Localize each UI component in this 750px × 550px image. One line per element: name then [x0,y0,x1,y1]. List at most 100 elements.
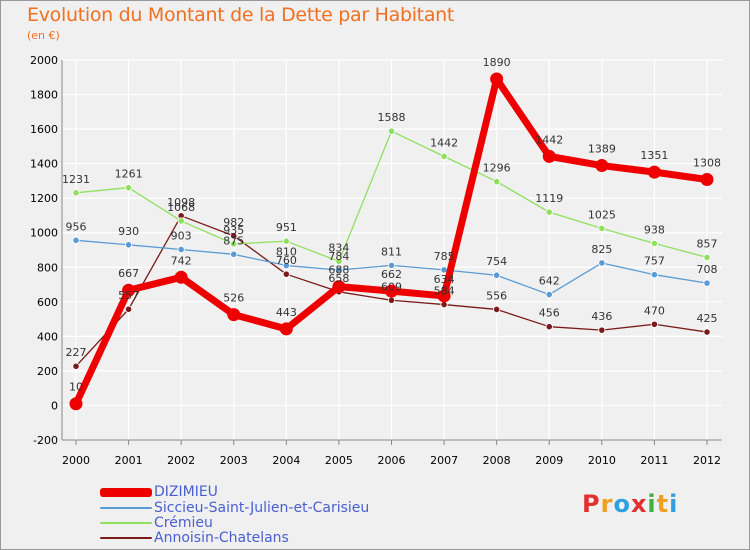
data-label: 951 [276,221,297,234]
x-tick-label: 2009 [535,454,563,467]
data-label: 1389 [588,143,616,156]
data-point [647,165,661,179]
data-point [230,250,238,258]
data-point [385,284,398,298]
data-point [230,240,238,248]
data-label: 742 [171,254,192,267]
data-point [335,266,343,274]
data-point [387,296,396,304]
data-label: 754 [486,255,507,268]
legend-label: Siccieu-Saint-Julien-et-Carisieu [154,500,370,516]
data-point [598,259,606,267]
data-label: 1588 [378,111,406,124]
y-tick-label: 1800 [30,89,58,102]
data-label: 1308 [693,157,721,170]
logo-letter: i [647,490,657,518]
data-label: 1119 [535,192,563,205]
data-label: 875 [223,234,244,247]
data-label: 1890 [483,56,511,69]
logo-letter: P [582,490,601,518]
y-tick-label: 400 [37,330,58,343]
y-tick-label: -200 [33,434,58,447]
legend-swatch-dizimieu [100,488,152,497]
data-label: 642 [539,275,560,288]
data-label: 556 [486,289,507,302]
x-tick-label: 2000 [62,454,90,467]
data-label: 609 [381,280,402,293]
x-tick-label: 2006 [378,454,406,467]
legend-swatch-annoisin [100,537,152,539]
data-label: 785 [434,250,455,263]
x-tick-label: 2012 [693,454,721,467]
data-point [437,289,451,303]
data-point [545,323,553,331]
data-point [650,271,659,279]
data-point [282,270,290,278]
data-label: 557 [118,289,139,302]
data-label: 1098 [167,196,195,209]
data-point [545,208,553,216]
data-point [72,236,80,244]
data-point [174,270,188,284]
data-point [69,397,83,411]
data-label: 658 [328,272,349,285]
data-label: 708 [697,263,718,276]
y-tick-label: 600 [37,296,58,309]
data-label: 1442 [430,136,458,149]
x-tick-label: 2001 [115,454,143,467]
data-label: 1068 [167,201,195,214]
data-label: 443 [276,306,297,319]
legend-label: Crémieu [154,515,213,531]
data-point [490,72,504,86]
data-label: 956 [66,220,87,233]
chart-subtitle: (en €) [27,29,60,42]
data-point [124,241,133,249]
data-label: 1261 [115,168,143,181]
data-label: 982 [223,216,244,229]
data-label: 667 [118,267,139,280]
data-point [493,271,501,279]
data-point [177,245,185,254]
data-point [595,159,609,173]
data-label: 1025 [588,208,616,221]
data-point [703,279,711,287]
data-label: 10 [69,381,83,394]
proxiti-logo: Proxiti [582,490,678,518]
data-point [282,261,290,270]
data-label: 930 [118,225,139,238]
data-label: 811 [381,245,402,258]
logo-letter: x [630,490,648,518]
data-point [335,257,343,265]
data-point [700,173,714,187]
data-point [650,239,659,248]
y-tick-label: 0 [51,399,58,412]
data-label: 903 [171,229,192,242]
data-label: 634 [434,273,455,286]
y-tick-label: 800 [37,261,58,274]
data-point [703,328,711,336]
data-label: 1231 [62,173,90,186]
data-label: 688 [328,264,349,277]
y-tick-label: 2000 [30,54,58,67]
data-point [703,253,711,262]
data-label: 760 [276,254,297,267]
data-label: 584 [434,285,455,298]
data-point [545,290,553,299]
data-label: 825 [591,243,612,256]
logo-letter: o [613,490,631,518]
logo-letter: i [669,490,679,518]
data-label: 784 [328,250,349,263]
y-tick-label: 1000 [30,227,58,240]
data-point [122,283,136,297]
data-label: 425 [697,312,718,325]
data-point [440,152,448,160]
x-tick-label: 2010 [588,454,616,467]
data-point [493,305,501,314]
x-tick-label: 2004 [272,454,300,467]
data-label: 857 [697,237,718,250]
data-point [650,320,659,328]
data-label: 757 [644,255,665,268]
x-tick-label: 2008 [483,454,511,467]
